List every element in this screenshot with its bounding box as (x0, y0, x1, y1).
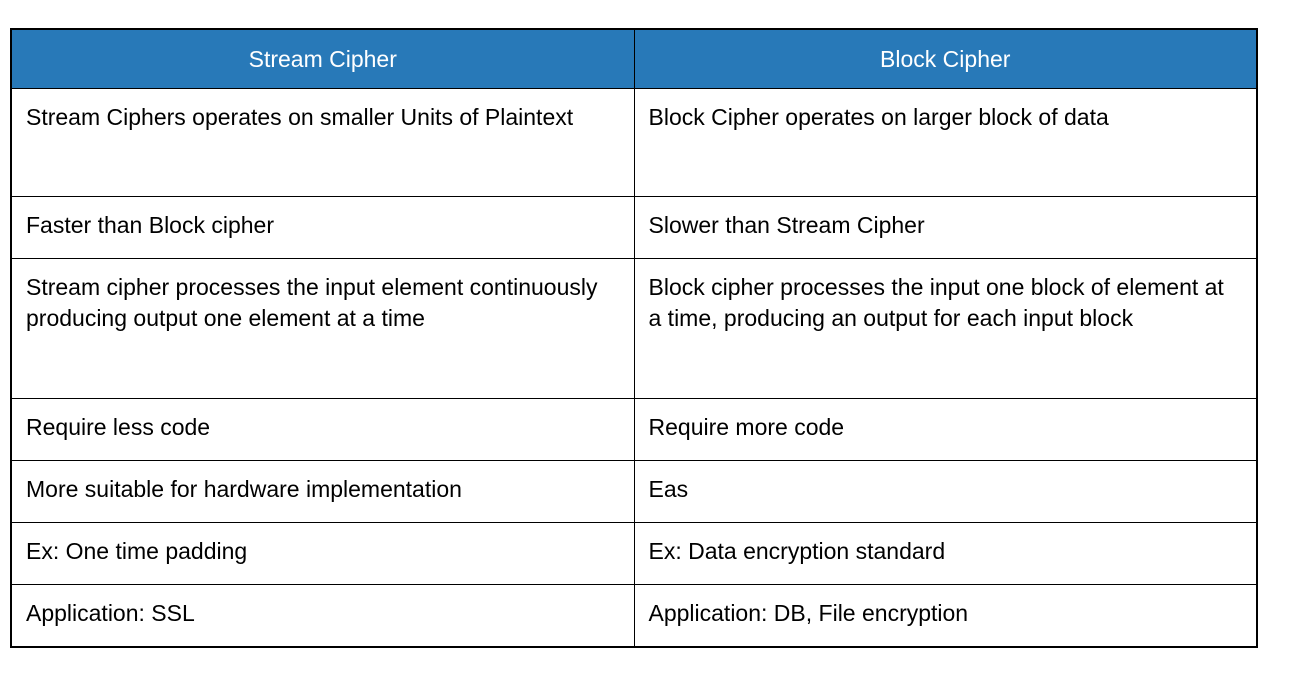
cipher-comparison-table-container: Stream Cipher Block Cipher Stream Cipher… (10, 28, 1258, 648)
cell-block-units: Block Cipher operates on larger block of… (633, 88, 1258, 197)
cell-stream-code: Require less code (10, 398, 635, 461)
cipher-comparison-table: Stream Cipher Block Cipher Stream Cipher… (10, 28, 1258, 648)
header-block-cipher: Block Cipher (633, 28, 1258, 89)
table-row: Stream Ciphers operates on smaller Units… (10, 88, 1258, 197)
cell-block-hardware: Eas (633, 460, 1258, 523)
cell-stream-example: Ex: One time padding (10, 522, 635, 585)
table-row: Require less code Require more code (10, 398, 1258, 461)
cell-block-speed: Slower than Stream Cipher (633, 196, 1258, 259)
table-row: Faster than Block cipher Slower than Str… (10, 196, 1258, 259)
cell-block-processing: Block cipher processes the input one blo… (633, 258, 1258, 399)
table-row: Application: SSL Application: DB, File e… (10, 584, 1258, 647)
cell-stream-speed: Faster than Block cipher (10, 196, 635, 259)
cell-stream-application: Application: SSL (10, 584, 635, 647)
cell-block-application: Application: DB, File encryption (633, 584, 1258, 647)
table-row: Stream cipher processes the input elemen… (10, 258, 1258, 399)
header-row: Stream Cipher Block Cipher (10, 28, 1258, 89)
table-row: Ex: One time padding Ex: Data encryption… (10, 522, 1258, 585)
cell-block-code: Require more code (633, 398, 1258, 461)
cell-block-example: Ex: Data encryption standard (633, 522, 1258, 585)
table-row: More suitable for hardware implementatio… (10, 460, 1258, 523)
cell-stream-processing: Stream cipher processes the input elemen… (10, 258, 635, 399)
cell-stream-hardware: More suitable for hardware implementatio… (10, 460, 635, 523)
header-stream-cipher: Stream Cipher (10, 28, 635, 89)
cell-stream-units: Stream Ciphers operates on smaller Units… (10, 88, 635, 197)
